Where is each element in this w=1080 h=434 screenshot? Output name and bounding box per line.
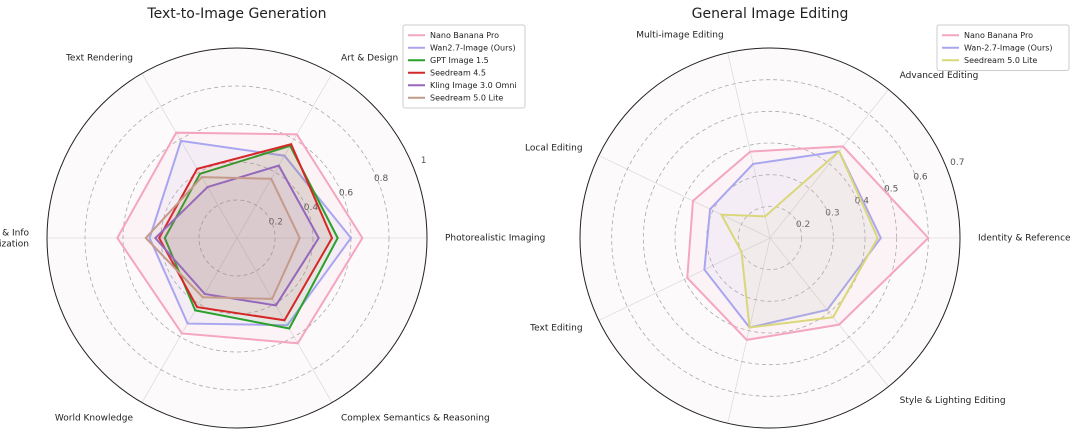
- axis-label: Text Editing: [529, 324, 582, 334]
- grid-ring: [674, 142, 866, 334]
- series-area: [148, 139, 353, 327]
- grid-ring: [198, 199, 276, 277]
- r-tick-label: 0.4: [304, 203, 319, 213]
- r-tick-label: 0.6: [913, 173, 928, 183]
- axis-label: World Knowledge: [55, 414, 134, 424]
- axis-label: Advanced Editing: [900, 71, 979, 81]
- r-tick-label: 0.7: [950, 158, 964, 168]
- legend-label: GPT Image 1.5: [430, 56, 489, 65]
- outer-ring: [579, 47, 961, 429]
- grid-ring: [642, 110, 898, 366]
- axis-label: Multi-image Editing: [636, 31, 724, 41]
- series-area: [153, 164, 320, 307]
- legend-label: Nano Banana Pro: [430, 31, 499, 40]
- axis-label: Art & Design: [341, 53, 398, 63]
- legend: Nano Banana Pro Wan2.7-Image (Ours) GPT Im…: [402, 24, 526, 109]
- axis-label: Local Editing: [525, 143, 583, 153]
- legend: Nano Banana Pro Wan-2.7-Image (Ours) Seedr…: [936, 24, 1070, 71]
- grid-ring: [84, 85, 390, 391]
- series-area: [703, 150, 882, 329]
- outer-ring: [46, 47, 428, 429]
- r-tick-label: 0.8: [374, 174, 389, 184]
- legend-label: Seedream 5.0 Lite: [430, 93, 503, 102]
- legend-box: [936, 24, 1070, 71]
- r-tick-label: 0.2: [796, 220, 810, 230]
- series-area: [144, 176, 301, 300]
- series-area: [719, 149, 879, 329]
- chart-title: Text-to-Image Generation: [146, 6, 326, 22]
- legend-label: Seedream 5.0 Lite: [964, 56, 1037, 65]
- r-tick-label: 1: [421, 156, 427, 166]
- axis-label: Layout & InfoVisualization: [0, 228, 29, 249]
- chart-title: General Image Editing: [692, 6, 849, 22]
- legend-label: Wan-2.7-Image (Ours): [964, 43, 1053, 52]
- r-tick-label: 0.5: [884, 185, 898, 195]
- legend-label: Seedream 4.5: [430, 68, 486, 77]
- r-tick-label: 0.6: [339, 188, 354, 198]
- axis-label: Complex Semantics & Reasoning: [341, 414, 490, 424]
- legend-label: Wan2.7-Image (Ours): [430, 43, 516, 52]
- legend-label: Kling Image 3.0 Omni: [430, 81, 517, 90]
- series-area: [686, 145, 930, 341]
- series-area: [157, 143, 334, 322]
- axis-label: Text Rendering: [65, 53, 133, 63]
- spoke: [141, 237, 238, 403]
- axis-label: Style & Lighting Editing: [900, 396, 1006, 406]
- r-tick-label: 0.3: [825, 208, 839, 218]
- legend-box: [402, 24, 526, 109]
- r-tick-label: 0.2: [269, 217, 283, 227]
- spoke: [141, 73, 238, 239]
- axis-label: Identity & Reference: [978, 234, 1071, 244]
- grid-ring: [737, 205, 803, 271]
- legend-label: Nano Banana Pro: [964, 31, 1033, 40]
- axis-label: Photorealistic Imaging: [445, 234, 545, 244]
- series-area: [163, 144, 339, 330]
